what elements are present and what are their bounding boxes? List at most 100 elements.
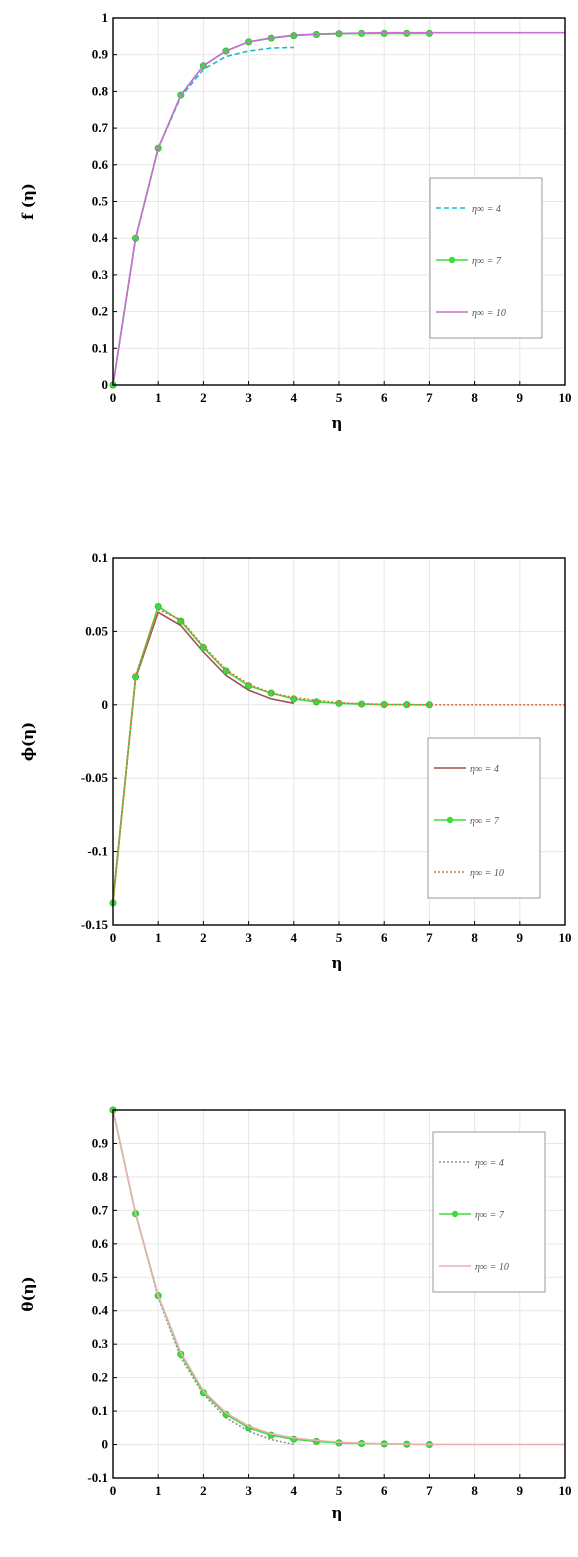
y-tick-label: 0.5 — [92, 1269, 109, 1284]
y-tick-label: 0.8 — [92, 83, 109, 98]
y-tick-label: 0.4 — [92, 1303, 109, 1318]
x-tick-label: 7 — [426, 930, 433, 945]
x-tick-label: 2 — [200, 390, 207, 405]
x-axis-label: η — [332, 954, 343, 972]
y-axis-label: θ(η) — [19, 1276, 37, 1311]
y-tick-label: 0.9 — [92, 1135, 109, 1150]
legend-label: η∞ = 7 — [475, 1210, 505, 1221]
y-tick-label: 0.1 — [92, 550, 108, 565]
legend-label: η∞ = 4 — [475, 1158, 504, 1169]
data-point — [267, 689, 275, 697]
legend-label: η∞ = 10 — [472, 308, 506, 319]
y-tick-label: 0 — [102, 377, 109, 392]
y-tick-label: 1 — [102, 10, 109, 25]
x-tick-label: 2 — [200, 930, 207, 945]
x-tick-label: 4 — [291, 390, 298, 405]
y-tick-label: 0.9 — [92, 47, 109, 62]
y-tick-label: 0.2 — [92, 1370, 108, 1385]
x-tick-label: 8 — [471, 930, 478, 945]
y-tick-label: -0.1 — [87, 844, 108, 859]
y-tick-label: -0.15 — [81, 917, 109, 932]
data-point — [312, 698, 320, 706]
x-axis-label: η — [332, 414, 343, 432]
data-point — [199, 644, 207, 652]
series-line-2 — [112, 32, 430, 386]
series-line-2 — [112, 605, 430, 904]
x-tick-label: 5 — [336, 930, 343, 945]
x-tick-label: 1 — [155, 390, 162, 405]
chart-3: 0 1 2 3 4 5 6 7 8 9 10-0.100.10.20.30.40.50.60.70.… — [19, 1106, 572, 1522]
y-axis-label: f (η) — [19, 183, 37, 220]
x-tick-label: 0 — [110, 390, 117, 405]
x-tick-label: 4 — [291, 1483, 298, 1498]
chart-2: 0 1 2 3 4 5 6 7 8 9 10 -0.15 -0.1 -0.05 0 0.05 0.1 η ϕ(η) η… — [19, 550, 572, 972]
series-line-1 — [112, 611, 294, 901]
x-tick-label: 6 — [381, 930, 388, 945]
data-point — [222, 667, 230, 675]
series-line-3 — [112, 1109, 565, 1446]
data-point — [312, 1438, 320, 1446]
x-tick-label: 6 — [381, 390, 388, 405]
x-tick-label: 7 — [426, 390, 433, 405]
x-tick-label: 6 — [381, 1483, 388, 1498]
x-tick-label: 8 — [471, 1483, 478, 1498]
x-tick-label: 2 — [200, 1483, 207, 1498]
x-tick-label: 4 — [291, 930, 298, 945]
legend-label: η∞ = 7 — [472, 256, 502, 267]
data-point — [290, 695, 298, 703]
x-tick-label: 9 — [517, 390, 524, 405]
y-tick-label: 0.3 — [92, 267, 109, 282]
legend-label: η∞ = 10 — [470, 868, 504, 879]
x-tick-label: 3 — [245, 390, 252, 405]
x-tick-label: 9 — [517, 1483, 524, 1498]
legend: η∞ = 4 η∞ = 7 η∞ = 10 — [432, 1131, 546, 1293]
x-tick-label: 5 — [336, 390, 343, 405]
plot-frame — [112, 17, 566, 386]
plot-frame — [112, 557, 566, 926]
legend-marker — [451, 1210, 459, 1218]
data-point — [154, 602, 162, 610]
legend-label: η∞ = 7 — [470, 816, 500, 827]
x-tick-label: 9 — [517, 930, 524, 945]
y-tick-label: 0.2 — [92, 304, 108, 319]
chart-1: 0 1 2 3 4 5 6 7 8 9 10 0 0.1 0.2 0.3 0.4 0.5 0.6 0.7 0.8 0.9… — [19, 10, 572, 432]
series-line-3 — [112, 31, 565, 386]
x-tick-label: 1 — [155, 930, 162, 945]
legend: η∞ = 4 η∞ = 7 η∞ = 10 — [429, 177, 543, 339]
x-tick-label: 3 — [245, 930, 252, 945]
x-tick-label: 7 — [426, 1483, 433, 1498]
x-tick-label: 10 — [559, 930, 572, 945]
y-tick-label: 0.5 — [92, 194, 109, 209]
y-tick-label: 0 — [102, 1437, 109, 1452]
x-tick-label: 0 — [110, 1483, 117, 1498]
y-tick-label: 0 — [102, 697, 109, 712]
legend: η∞ = 4 η∞ = 7 η∞ = 10 — [427, 737, 541, 899]
y-tick-label: 0.05 — [85, 623, 108, 638]
y-tick-label: -0.05 — [81, 770, 109, 785]
series-line-3 — [112, 608, 565, 905]
legend-marker — [448, 256, 456, 264]
x-tick-label: 10 — [559, 1483, 572, 1498]
legend-label: η∞ = 4 — [470, 764, 499, 775]
x-tick-label: 0 — [110, 930, 117, 945]
y-tick-label: 0.7 — [92, 120, 109, 135]
y-axis-label: ϕ(η) — [19, 722, 37, 761]
x-tick-label: 3 — [245, 1483, 252, 1498]
x-tick-label: 5 — [336, 1483, 343, 1498]
y-tick-label: -0.1 — [87, 1470, 108, 1485]
x-axis-label: η — [332, 1504, 343, 1522]
y-tick-label: 0.1 — [92, 340, 108, 355]
legend-label: η∞ = 4 — [472, 204, 501, 215]
x-tick-label: 10 — [559, 390, 572, 405]
y-tick-label: 0.8 — [92, 1169, 109, 1184]
y-tick-label: 0.7 — [92, 1202, 109, 1217]
data-point — [335, 699, 343, 707]
legend-marker — [446, 816, 454, 824]
legend-label: η∞ = 10 — [475, 1262, 509, 1273]
y-tick-label: 0.6 — [92, 1236, 109, 1251]
y-tick-label: 0.1 — [92, 1403, 108, 1418]
y-tick-label: 0.4 — [92, 230, 109, 245]
plot-frame — [112, 1109, 566, 1479]
x-tick-label: 8 — [471, 390, 478, 405]
